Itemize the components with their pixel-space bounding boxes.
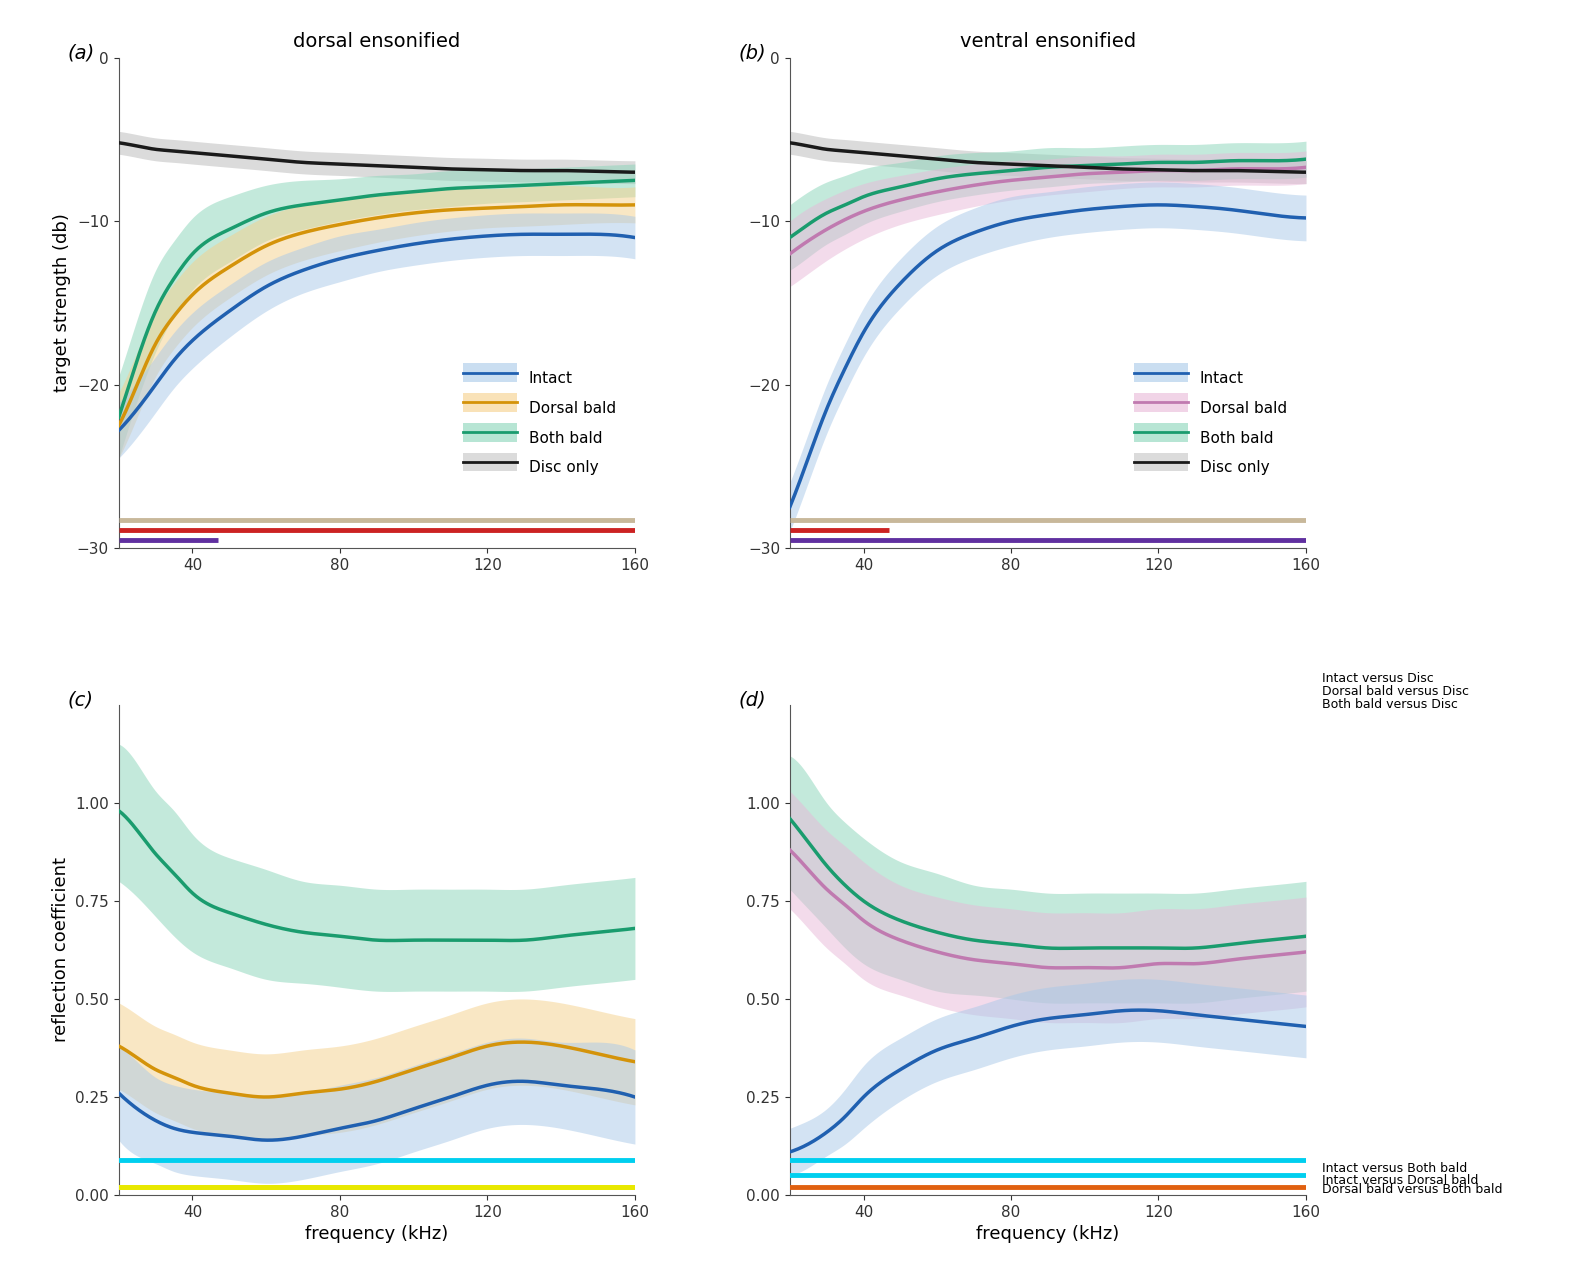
Title: dorsal ensonified: dorsal ensonified — [293, 32, 461, 50]
Text: Intact versus Dorsal bald: Intact versus Dorsal bald — [1322, 1174, 1479, 1187]
Legend: Intact, Dorsal bald, Both bald, Disc only: Intact, Dorsal bald, Both bald, Disc onl… — [457, 364, 622, 482]
Y-axis label: reflection coefficient: reflection coefficient — [52, 857, 70, 1042]
Text: (c): (c) — [66, 690, 93, 709]
X-axis label: frequency (kHz): frequency (kHz) — [977, 1226, 1119, 1244]
Text: (a): (a) — [66, 44, 95, 62]
Title: ventral ensonified: ventral ensonified — [959, 32, 1137, 50]
Text: Both bald versus Disc: Both bald versus Disc — [1322, 699, 1458, 712]
Legend: Intact, Dorsal bald, Both bald, Disc only: Intact, Dorsal bald, Both bald, Disc onl… — [1129, 364, 1293, 482]
Text: Dorsal bald versus Disc: Dorsal bald versus Disc — [1322, 685, 1469, 698]
Text: (b): (b) — [738, 44, 766, 62]
Text: (d): (d) — [738, 690, 766, 709]
Text: Intact versus Both bald: Intact versus Both bald — [1322, 1163, 1467, 1176]
Text: Intact versus Disc: Intact versus Disc — [1322, 672, 1434, 685]
Text: Dorsal bald versus Both bald: Dorsal bald versus Both bald — [1322, 1182, 1502, 1196]
X-axis label: frequency (kHz): frequency (kHz) — [306, 1226, 448, 1244]
Y-axis label: target strength (db): target strength (db) — [54, 213, 71, 392]
